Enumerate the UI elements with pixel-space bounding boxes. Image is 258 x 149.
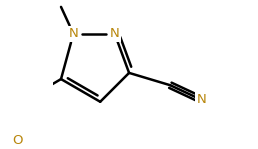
- Text: O: O: [12, 134, 23, 148]
- Text: N: N: [196, 93, 206, 106]
- Text: N: N: [110, 27, 119, 40]
- Text: N: N: [69, 27, 78, 40]
